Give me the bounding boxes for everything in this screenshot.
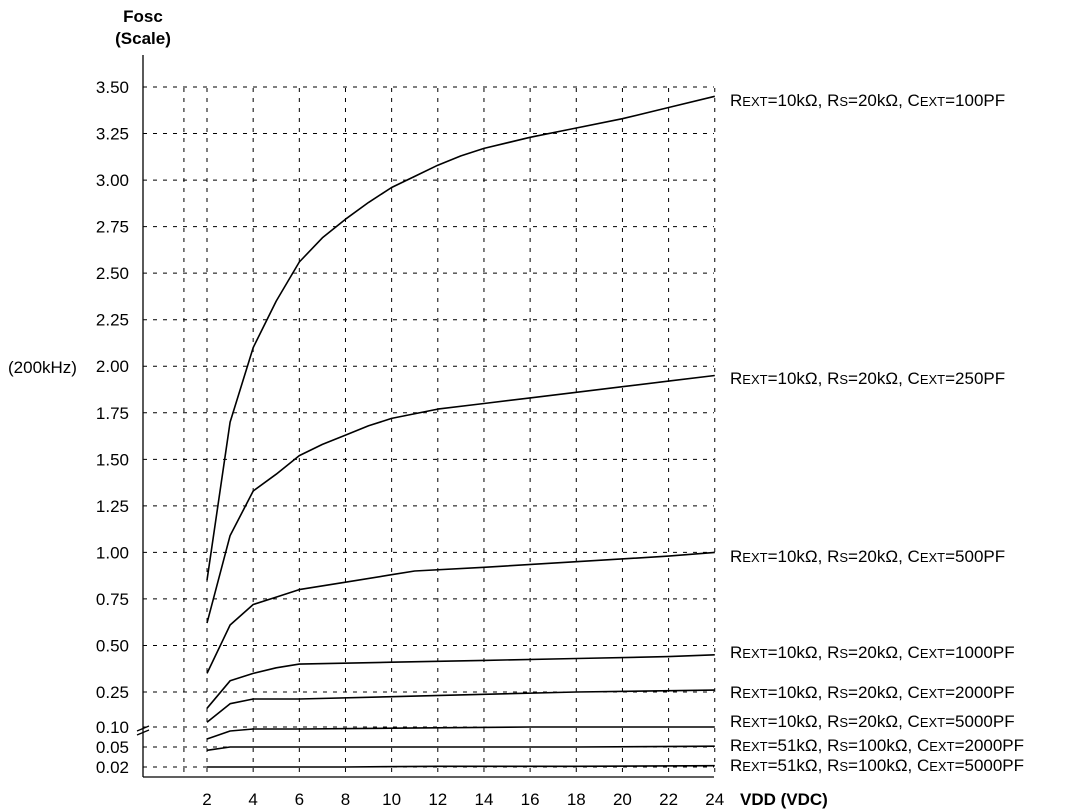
series-line-6 [206,726,715,740]
series-label-7: REXT=51kΩ, RS=100kΩ, CEXT=2000PF [730,736,1024,755]
series-line-7 [206,745,715,752]
series-label-6: REXT=10kΩ, RS=20kΩ, CEXT=5000PF [730,712,1015,731]
series-line-8 [207,764,715,768]
x-tick-label: 12 [428,790,447,809]
y-tick-label: 0.75 [96,590,129,609]
axes [136,55,714,778]
x-tick-label: 2 [202,790,211,809]
x-tick-label: 8 [341,790,350,809]
series-label-2: REXT=10kΩ, RS=20kΩ, CEXT=250PF [730,369,1005,388]
y-tick-label: 2.75 [96,218,129,237]
axis-break-mark [136,725,150,736]
y-tick-label: 1.25 [96,497,129,516]
y-tick-label: 1.50 [96,450,129,469]
y-tick-label: 1.00 [96,543,129,562]
y-tick-label: 2.50 [96,264,129,283]
y-axis-title: Fosc [123,7,163,26]
series-line-1 [206,95,715,581]
x-tick-label: 4 [248,790,257,809]
series-line-2 [206,374,715,624]
y-unit-note: (200kHz) [8,358,77,377]
y-tick-label: 0.25 [96,683,129,702]
series-label-1: REXT=10kΩ, RS=20kΩ, CEXT=100PF [730,91,1005,110]
y-tick-label: 0.05 [96,738,129,757]
y-tick-label: 0.50 [96,636,129,655]
y-tick-label: 1.75 [96,404,129,423]
y-tick-label: 2.00 [96,357,129,376]
y-tick-label: 3.25 [96,125,129,144]
x-tick-label: 10 [382,790,401,809]
tick-labels: 3.50 3.25 3.00 2.75 2.50 2.25 2.00 1.75 1.50 1.25… [96,78,724,809]
series-line-5 [206,689,715,723]
series-label-5: REXT=10kΩ, RS=20kΩ, CEXT=2000PF [730,683,1015,702]
y-tick-label: 3.50 [96,78,129,97]
x-tick-label: 22 [659,790,678,809]
x-tick-label: 24 [705,790,724,809]
x-tick-label: 16 [521,790,540,809]
series-line-3 [206,551,715,674]
y-tick-label: 3.00 [96,171,129,190]
y-tick-label: 2.25 [96,311,129,330]
series-label-4: REXT=10kΩ, RS=20kΩ, CEXT=1000PF [730,643,1015,662]
series-label-8: REXT=51kΩ, RS=100kΩ, CEXT=5000PF [730,756,1024,775]
series-line-4 [206,654,715,709]
y-tick-label: 0.02 [96,758,129,777]
x-tick-label: 20 [613,790,632,809]
x-tick-label: 18 [567,790,586,809]
x-tick-label: 6 [295,790,304,809]
series-lines [206,95,715,768]
series-label-3: REXT=10kΩ, RS=20kΩ, CEXT=500PF [730,547,1005,566]
x-axis-title: VDD (VDC) [740,790,828,809]
y-tick-label: 0.10 [96,718,129,737]
series-labels: REXT=10kΩ, RS=20kΩ, CEXT=100PF REXT=10kΩ,… [730,91,1024,775]
y-axis-subtitle: (Scale) [115,29,171,48]
x-tick-label: 14 [474,790,493,809]
